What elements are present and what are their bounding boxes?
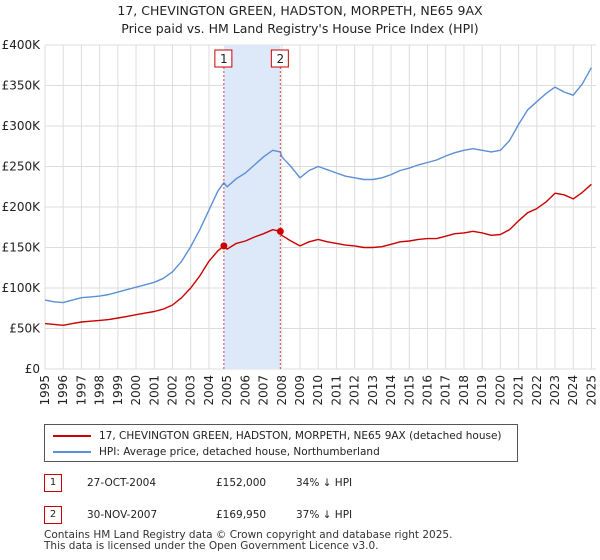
x-tick-label: 2016 — [421, 375, 435, 406]
hpi-line — [44, 67, 593, 304]
x-tick-label: 1998 — [93, 375, 107, 406]
property-price-line — [44, 183, 592, 326]
footer: Contains HM Land Registry data © Crown c… — [44, 530, 452, 552]
x-tick-label: 2001 — [147, 375, 161, 406]
x-tick-label: 2003 — [184, 375, 198, 406]
series-layer — [44, 67, 593, 326]
x-tick-label: 2020 — [493, 375, 507, 406]
y-tick-label: £400K — [2, 38, 42, 52]
sale-label-number: 1 — [220, 52, 228, 66]
x-tick-label: 2000 — [129, 375, 143, 406]
x-tick-label: 2010 — [311, 375, 325, 406]
legend: 17, CHEVINGTON GREEN, HADSTON, MORPETH, … — [44, 424, 518, 462]
x-tick-label: 1995 — [38, 375, 52, 406]
x-tick-label: 2008 — [275, 375, 289, 406]
x-tick-label: 2009 — [293, 375, 307, 406]
sale-point — [220, 242, 228, 250]
x-tick-label: 2024 — [566, 375, 580, 406]
x-tick-label: 2006 — [238, 375, 252, 406]
legend-label-hpi: HPI: Average price, detached house, Nort… — [99, 446, 380, 458]
x-tick-label: 1997 — [74, 375, 88, 406]
y-tick-label: £300K — [2, 119, 42, 133]
y-tick-label: £200K — [2, 200, 42, 214]
footer-copyright: Contains HM Land Registry data © Crown c… — [44, 529, 453, 541]
sale-label-box — [214, 49, 233, 68]
x-tick-label: 2015 — [402, 375, 416, 406]
sale-number-badge: 1 — [44, 474, 62, 492]
x-tick-label: 2017 — [439, 375, 453, 406]
sale-price: £152,000 — [216, 477, 267, 489]
axis-layer: £0 £50K £100K £150K £200K £250K £300K £350K £400… — [2, 38, 599, 406]
sale-number-badge: 2 — [44, 506, 62, 524]
sale-date: 30-NOV-2007 — [87, 509, 158, 521]
x-tick-label: 2019 — [475, 375, 489, 406]
x-tick-label: 2011 — [329, 375, 343, 406]
legend-swatch-hpi — [53, 451, 91, 453]
x-tick-label: 2007 — [257, 375, 271, 406]
y-tick-label: £100K — [2, 281, 42, 295]
y-tick-label: £250K — [2, 160, 42, 174]
title-line-2: Price paid vs. HM Land Registry's House … — [121, 21, 479, 36]
sale-hpi-diff: 34% ↓ HPI — [296, 477, 353, 489]
x-tick-label: 2004 — [202, 375, 216, 406]
x-tick-label: 1996 — [56, 375, 70, 406]
sale-point — [276, 227, 284, 235]
x-tick-label: 2021 — [512, 375, 526, 406]
sale-hpi-diff: 37% ↓ HPI — [296, 509, 353, 521]
y-tick-label: £150K — [2, 241, 42, 255]
x-tick-label: 2013 — [366, 375, 380, 406]
x-tick-label: 2005 — [220, 375, 234, 406]
x-tick-label: 2025 — [584, 375, 598, 406]
chart-title: 17, CHEVINGTON GREEN, HADSTON, MORPETH, … — [0, 2, 600, 38]
sale-date: 27-OCT-2004 — [87, 477, 156, 489]
y-tick-label: £50K — [9, 322, 41, 336]
x-tick-label: 2023 — [548, 375, 562, 406]
legend-label-property: 17, CHEVINGTON GREEN, HADSTON, MORPETH, … — [99, 430, 502, 442]
y-tick-label: £350K — [2, 79, 42, 93]
title-line-1: 17, CHEVINGTON GREEN, HADSTON, MORPETH, … — [117, 3, 483, 18]
x-tick-label: 2014 — [384, 375, 398, 406]
y-tick-label: £0 — [25, 362, 40, 376]
x-tick-label: 2002 — [166, 375, 180, 406]
sale-label-box — [270, 49, 289, 68]
sale-period-shade — [223, 45, 281, 369]
legend-swatch-property — [53, 435, 91, 437]
x-tick-label: 2012 — [348, 375, 362, 406]
sale-label-number: 2 — [277, 52, 285, 66]
shade-layer — [223, 45, 281, 369]
x-tick-label: 2022 — [530, 375, 544, 406]
x-tick-label: 1999 — [111, 375, 125, 406]
sale-price: £169,950 — [216, 509, 267, 521]
x-tick-label: 2018 — [457, 375, 471, 406]
grid-layer — [44, 44, 596, 370]
footer-license: This data is licensed under the Open Gov… — [44, 540, 379, 552]
